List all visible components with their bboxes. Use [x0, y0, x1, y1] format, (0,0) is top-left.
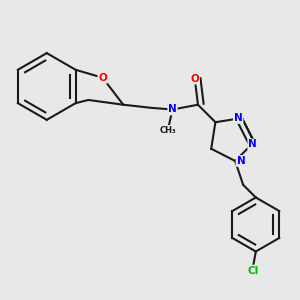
Text: N: N [248, 140, 257, 149]
Text: CH₃: CH₃ [160, 126, 176, 135]
Text: Cl: Cl [247, 266, 258, 276]
Text: O: O [190, 74, 199, 84]
Text: O: O [98, 73, 107, 83]
Text: N: N [234, 113, 242, 123]
Text: N: N [168, 104, 177, 115]
Text: N: N [236, 156, 245, 166]
